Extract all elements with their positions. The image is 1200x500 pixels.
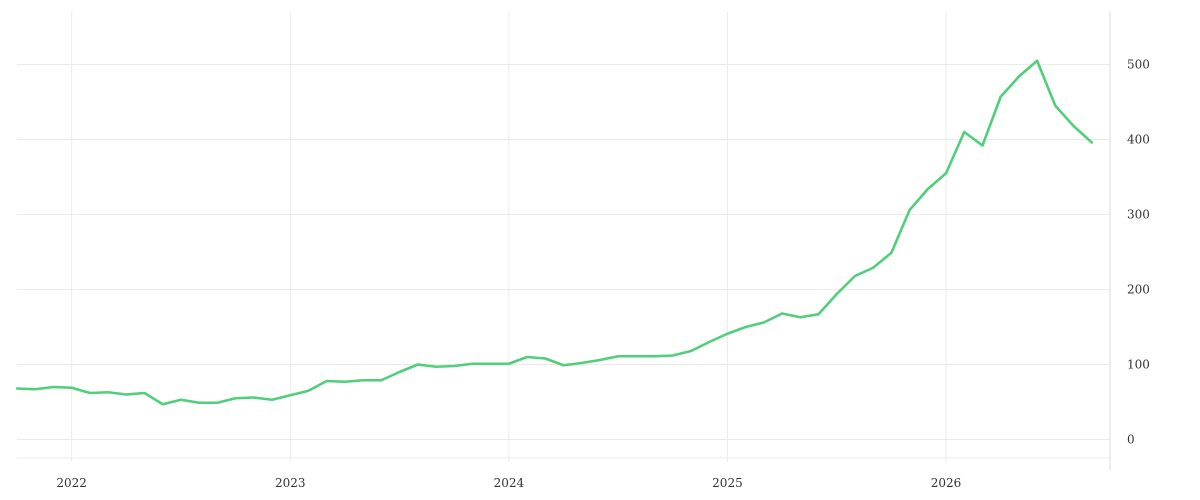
y-tick-label: 400 [1127,133,1150,147]
x-tick-label: 2023 [275,476,306,490]
y-tick-label: 500 [1127,58,1150,72]
x-tick-label: 2026 [931,476,962,490]
y-tick-label: 200 [1127,283,1150,297]
y-tick-label: 0 [1127,433,1135,447]
y-tick-label: 300 [1127,208,1150,222]
x-gridlines [71,12,947,462]
y-tick-label: 100 [1127,358,1150,372]
x-tick-label: 2025 [712,476,743,490]
x-tick-label: 2022 [56,476,87,490]
series-layer [15,59,1094,406]
series-line [15,59,1094,406]
x-tick-label: 2024 [494,476,525,490]
y-gridlines [17,64,1110,459]
x-tick-labels: 2022 2023 2024 2025 2026 [56,476,961,490]
y-tick-labels: 0 100 200 300 400 500 [1127,58,1150,447]
